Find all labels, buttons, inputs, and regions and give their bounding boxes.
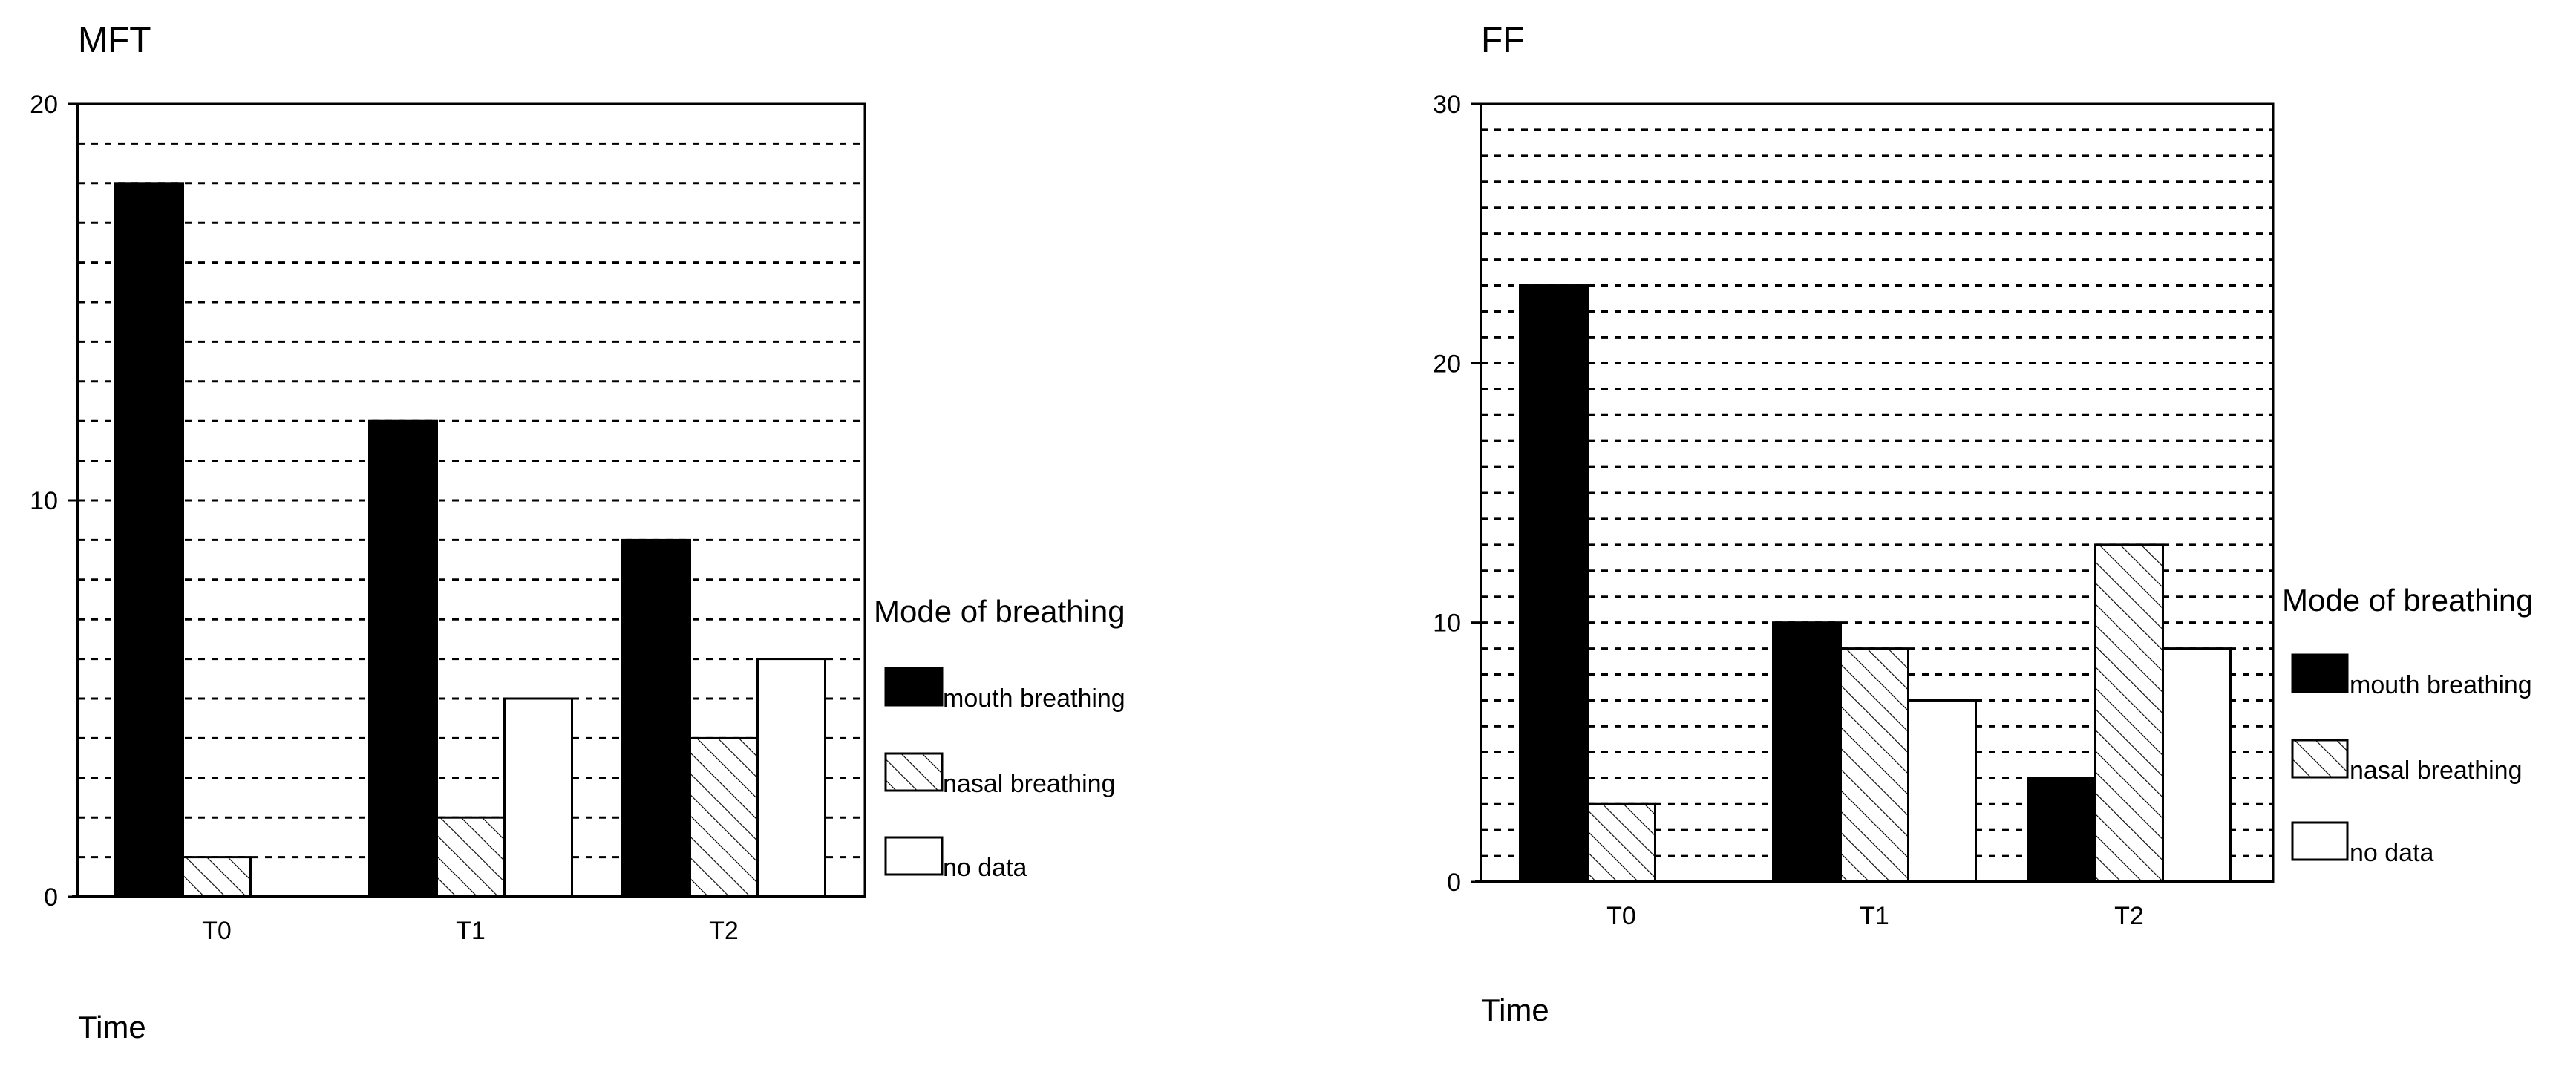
legend-label-nasal: nasal breathing [943, 770, 1116, 798]
bar-none-T1 [1907, 699, 1977, 883]
bar-nasal-T1 [436, 816, 506, 898]
bar-nasal-T1 [1840, 647, 1909, 883]
legend-swatch-nasal [884, 752, 944, 792]
legend-swatch-nasal [2291, 739, 2349, 779]
legend-label-mouth: mouth breathing [943, 684, 1125, 713]
bar-nasal-T2 [689, 736, 759, 898]
y-tick-label: 20 [30, 91, 58, 119]
bar-mouth-T0 [1519, 284, 1589, 883]
legend-swatch-none [2291, 821, 2349, 861]
bar-none-T1 [503, 697, 573, 898]
y-tick-label: 30 [1433, 91, 1461, 119]
bar-mouth-T1 [368, 419, 438, 898]
x-axis-label: Time [78, 1010, 146, 1045]
y-tick-label: 0 [44, 883, 58, 912]
x-tick-label: T1 [1860, 902, 1889, 930]
legend-label-none: no data [2350, 839, 2434, 867]
x-tick-label: T2 [709, 917, 739, 945]
y-tick-label: 10 [1433, 609, 1461, 638]
bar-mouth-T2 [621, 538, 691, 898]
bar-nasal-T2 [2094, 543, 2164, 883]
bar-mouth-T1 [1772, 621, 1842, 883]
x-tick-label: T0 [1606, 902, 1636, 930]
x-tick-label: T1 [456, 917, 486, 945]
chart-title: FF [1481, 21, 1525, 60]
chart-ff: 0 10 20 30 T0 T1 T2 FF Time Mode of breathing mout… [1433, 21, 2533, 1027]
legend: Mode of breathing mouth breathing nasal br… [2282, 583, 2534, 867]
bar-nasal-T0 [1586, 802, 1656, 883]
x-tick-label: T2 [2114, 902, 2144, 930]
legend-label-none: no data [943, 854, 1027, 882]
chart-title: MFT [78, 21, 151, 60]
legend-title: Mode of breathing [874, 594, 1125, 629]
y-tick-label: 0 [1447, 869, 1461, 897]
legend-label-mouth: mouth breathing [2350, 671, 2532, 699]
legend-title: Mode of breathing [2282, 583, 2534, 618]
bar-mouth-T0 [114, 182, 184, 898]
bar-none-T2 [2162, 647, 2232, 883]
y-tick-label: 10 [30, 487, 58, 515]
chart-mft: 0 10 20 T0 T1 T2 MFT Time Mode of breathing mouth… [30, 21, 1125, 1045]
bar-nasal-T0 [182, 856, 252, 898]
bar-none-T2 [756, 658, 826, 898]
legend-label-nasal: nasal breathing [2350, 756, 2523, 785]
legend-swatch-none [884, 836, 944, 876]
legend-swatch-mouth [884, 667, 944, 707]
y-tick-label: 20 [1433, 350, 1461, 378]
legend: Mode of breathing mouth breathing nasal br… [874, 594, 1125, 882]
legend-swatch-mouth [2291, 653, 2349, 693]
bar-mouth-T2 [2027, 777, 2096, 883]
x-axis-label: Time [1481, 993, 1549, 1027]
x-tick-label: T0 [202, 917, 232, 945]
